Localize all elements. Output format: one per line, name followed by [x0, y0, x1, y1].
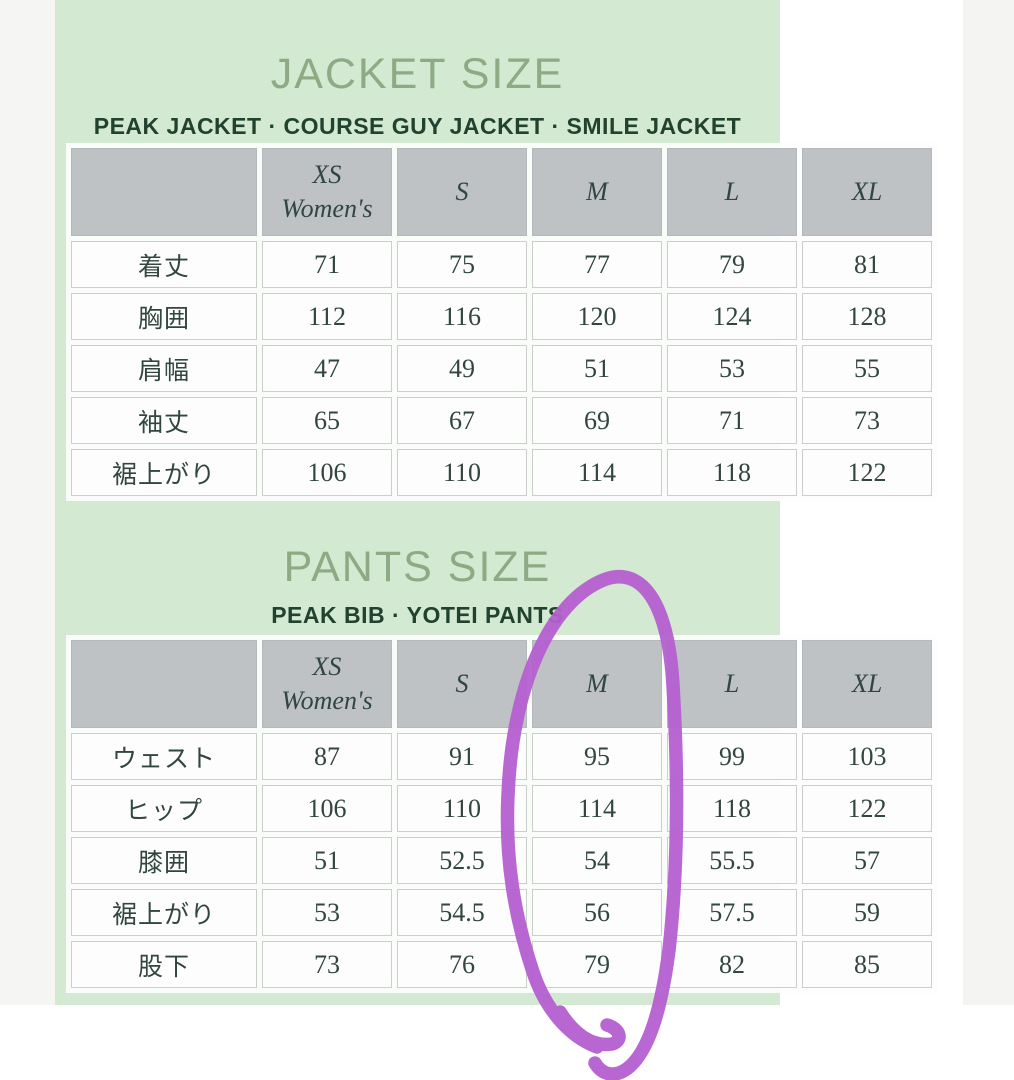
table-row: 裾上がり 106 110 114 118 122: [71, 449, 932, 496]
right-margin-strip: [963, 0, 1014, 1005]
col-header-xs-line1: XS: [312, 652, 342, 682]
table-row: ウェスト 87 91 95 99 103: [71, 733, 932, 780]
cell: 55.5: [667, 837, 797, 884]
cell: 49: [397, 345, 527, 392]
corner-cell: [71, 640, 257, 728]
row-label: ヒップ: [71, 785, 257, 832]
cell: 73: [802, 397, 932, 444]
cell: 103: [802, 733, 932, 780]
cell: 75: [397, 241, 527, 288]
cell: 71: [262, 241, 392, 288]
cell: 85: [802, 941, 932, 988]
table-row: ヒップ 106 110 114 118 122: [71, 785, 932, 832]
cell: 82: [667, 941, 797, 988]
col-header-xl: XL: [802, 148, 932, 236]
col-header-m: M: [532, 148, 662, 236]
row-label: 膝囲: [71, 837, 257, 884]
cell: 56: [532, 889, 662, 936]
cell: 91: [397, 733, 527, 780]
cell: 106: [262, 785, 392, 832]
cell: 73: [262, 941, 392, 988]
cell: 57: [802, 837, 932, 884]
cell: 122: [802, 449, 932, 496]
table-row: 胸囲 112 116 120 124 128: [71, 293, 932, 340]
cell: 118: [667, 785, 797, 832]
row-label: 股下: [71, 941, 257, 988]
cell: 71: [667, 397, 797, 444]
corner-cell: [71, 148, 257, 236]
cell: 81: [802, 241, 932, 288]
cell: 53: [262, 889, 392, 936]
col-header-m: M: [532, 640, 662, 728]
row-label: ウェスト: [71, 733, 257, 780]
cell: 114: [532, 449, 662, 496]
table-row: 裾上がり 53 54.5 56 57.5 59: [71, 889, 932, 936]
pants-models-subtitle: PEAK BIB · YOTEI PANTS: [271, 602, 564, 628]
cell: 110: [397, 785, 527, 832]
pants-size-table: XS Women's S M L XL ウェスト 87 91 95 99 103…: [66, 635, 937, 993]
col-header-s: S: [397, 148, 527, 236]
cell: 69: [532, 397, 662, 444]
left-margin-strip: [0, 0, 55, 1005]
cell: 54.5: [397, 889, 527, 936]
table-row: 袖丈 65 67 69 71 73: [71, 397, 932, 444]
cell: 51: [262, 837, 392, 884]
cell: 79: [667, 241, 797, 288]
pants-size-title: PANTS SIZE: [283, 543, 552, 591]
cell: 54: [532, 837, 662, 884]
col-header-l: L: [667, 148, 797, 236]
jacket-size-table: XS Women's S M L XL 着丈 71 75 77 79 81 胸囲…: [66, 143, 937, 501]
cell: 122: [802, 785, 932, 832]
col-header-xs-line2: Women's: [281, 194, 373, 223]
row-label: 着丈: [71, 241, 257, 288]
table-row: 着丈 71 75 77 79 81: [71, 241, 932, 288]
row-label: 裾上がり: [71, 889, 257, 936]
cell: 87: [262, 733, 392, 780]
cell: 118: [667, 449, 797, 496]
cell: 79: [532, 941, 662, 988]
cell: 55: [802, 345, 932, 392]
cell: 116: [397, 293, 527, 340]
col-header-xs: XS Women's: [262, 148, 392, 236]
circle-tail-hook-stroke: [553, 1005, 626, 1052]
cell: 59: [802, 889, 932, 936]
cell: 99: [667, 733, 797, 780]
row-label: 胸囲: [71, 293, 257, 340]
row-label: 裾上がり: [71, 449, 257, 496]
cell: 65: [262, 397, 392, 444]
pants-header-row: XS Women's S M L XL: [71, 640, 932, 728]
cell: 76: [397, 941, 527, 988]
table-row: 股下 73 76 79 82 85: [71, 941, 932, 988]
cell: 114: [532, 785, 662, 832]
cell: 95: [532, 733, 662, 780]
cell: 67: [397, 397, 527, 444]
cell: 47: [262, 345, 392, 392]
cell: 112: [262, 293, 392, 340]
cell: 124: [667, 293, 797, 340]
col-header-xl: XL: [802, 640, 932, 728]
cell: 110: [397, 449, 527, 496]
jacket-size-title: JACKET SIZE: [270, 50, 565, 98]
table-row: 肩幅 47 49 51 53 55: [71, 345, 932, 392]
table-row: 膝囲 51 52.5 54 55.5 57: [71, 837, 932, 884]
col-header-s: S: [397, 640, 527, 728]
col-header-l: L: [667, 640, 797, 728]
cell: 128: [802, 293, 932, 340]
cell: 52.5: [397, 837, 527, 884]
cell: 57.5: [667, 889, 797, 936]
jacket-models-subtitle: PEAK JACKET · COURSE GUY JACKET · SMILE …: [93, 113, 742, 139]
cell: 53: [667, 345, 797, 392]
cell: 51: [532, 345, 662, 392]
col-header-xs: XS Women's: [262, 640, 392, 728]
cell: 120: [532, 293, 662, 340]
row-label: 肩幅: [71, 345, 257, 392]
jacket-header-row: XS Women's S M L XL: [71, 148, 932, 236]
cell: 106: [262, 449, 392, 496]
row-label: 袖丈: [71, 397, 257, 444]
cell: 77: [532, 241, 662, 288]
col-header-xs-line1: XS: [312, 160, 342, 190]
col-header-xs-line2: Women's: [281, 686, 373, 715]
